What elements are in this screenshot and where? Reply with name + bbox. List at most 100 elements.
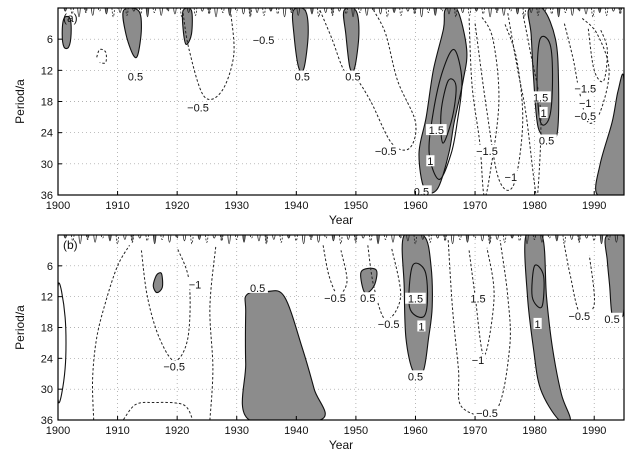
contour-label: −0.5 [253,35,275,47]
contour-label-bg [571,110,599,122]
y-tick-label: 30 [41,159,53,171]
y-tick-label: 24 [41,353,53,365]
top-fringe-contour [460,8,465,13]
negative-contour-line [367,245,402,321]
positive-shaded-region [342,8,360,73]
y-tick-label: 24 [41,128,53,140]
top-fringe-contour [525,235,529,245]
top-fringe-contour [104,8,109,15]
x-tick-label: 1990 [582,200,606,212]
top-fringe-contour [540,235,544,243]
top-fringe-contour [115,235,120,245]
top-fringe-contour [365,8,369,16]
positive-contour-line [440,78,457,144]
top-fringe-contour [570,8,575,16]
positive-shaded-region [152,272,164,294]
contour-label-bg [291,70,313,82]
top-fringe-contour [200,8,205,12]
top-fringe-contour [289,8,294,13]
top-fringe-contour [392,8,396,13]
negative-contour-line [587,28,608,83]
top-fringe-contour [248,8,253,18]
contour-label-bg [375,317,403,329]
positive-shaded-region [241,290,326,420]
positive-shaded-region [595,73,624,195]
top-fringe-contour [330,8,335,16]
top-fringe-contour [399,8,403,16]
top-fringe-contour [219,235,224,242]
top-fringe-contour [488,8,492,18]
positive-shaded-region [122,8,142,59]
top-fringe-contour [71,235,75,242]
contour-label: 0.5 [539,135,554,147]
positive-shaded-region [61,15,72,50]
y-tick-label: 36 [41,415,53,427]
contour-label-bg [601,312,623,324]
negative-contour-line [468,15,500,195]
top-fringe-contour [543,8,547,12]
top-fringe-contour [522,8,527,18]
positive-shaded-region [291,8,309,73]
contour-label: −0.5 [324,293,346,305]
contour-label: −1 [189,279,202,291]
y-tick-label: 12 [41,292,53,304]
top-fringe-contour [193,8,198,16]
top-fringe-contour [358,8,362,13]
top-fringe-contour [529,8,533,13]
top-fringe-contour [376,235,380,245]
top-fringe-contour [331,235,336,242]
top-fringe-contour [182,235,187,242]
top-fringe-contour [361,235,365,239]
contour-label: −1 [579,98,592,110]
top-fringe-contour [234,8,239,12]
contour-label: −1 [472,355,485,367]
top-fringe-contour [111,8,115,18]
top-fringe-contour [450,235,455,245]
x-tick-label: 1920 [165,425,189,437]
contour-label: 0.5 [408,371,423,383]
top-fringe-contour [419,8,424,18]
top-fringe-contour [398,235,403,239]
contour-label: 0.5 [345,72,360,84]
top-fringe-contour [190,235,194,245]
x-tick-label: 1970 [463,425,487,437]
top-fringe-contour [301,235,306,245]
contour-label: 0.5 [414,186,429,198]
x-tick-label: 1920 [165,200,189,212]
contour-label: 0.5 [128,72,143,84]
negative-contour-line [123,401,194,420]
top-fringe-contour [584,235,589,239]
contour-label-bg [473,406,501,418]
top-fringe-contour [234,235,239,240]
top-fringe-contour [316,235,321,243]
top-fringe-contour [550,8,554,15]
y-tick-label: 30 [41,384,53,396]
chart-panel-a: 0.5 −0.5 −0.5 0.5 0.5 −0.5 1.5 1 0.5 −1.5 −1 1.5 1 0.… [13,7,625,227]
contours [58,235,624,420]
positive-shaded-region [181,8,193,45]
top-fringe-contour [317,8,321,18]
top-fringe-contour [310,8,314,15]
top-fringe-contour [562,235,567,245]
top-fringe-contour [159,8,163,16]
negative-contour-line [209,245,217,420]
top-fringe-contour [495,235,499,240]
contour-label: −0.5 [476,408,498,420]
top-fringe-contour [255,8,259,13]
top-fringe-contour [532,235,537,240]
negative-contour-line [182,13,235,101]
x-tick-label: 1990 [582,425,606,437]
top-fringe-contour [279,235,284,243]
contour-label-bg [372,144,400,156]
contour-label-bg [533,317,542,329]
x-tick-label: 1940 [284,200,308,212]
contour-label: 1 [427,156,433,168]
top-fringe-contour [152,8,157,13]
x-axis-label: Year [329,438,353,452]
top-fringe-contour [167,235,172,243]
positive-shaded-region [524,235,571,420]
top-fringe-contour [84,8,88,13]
contour-label-bg [539,106,548,118]
top-fringe-contour [282,8,287,18]
